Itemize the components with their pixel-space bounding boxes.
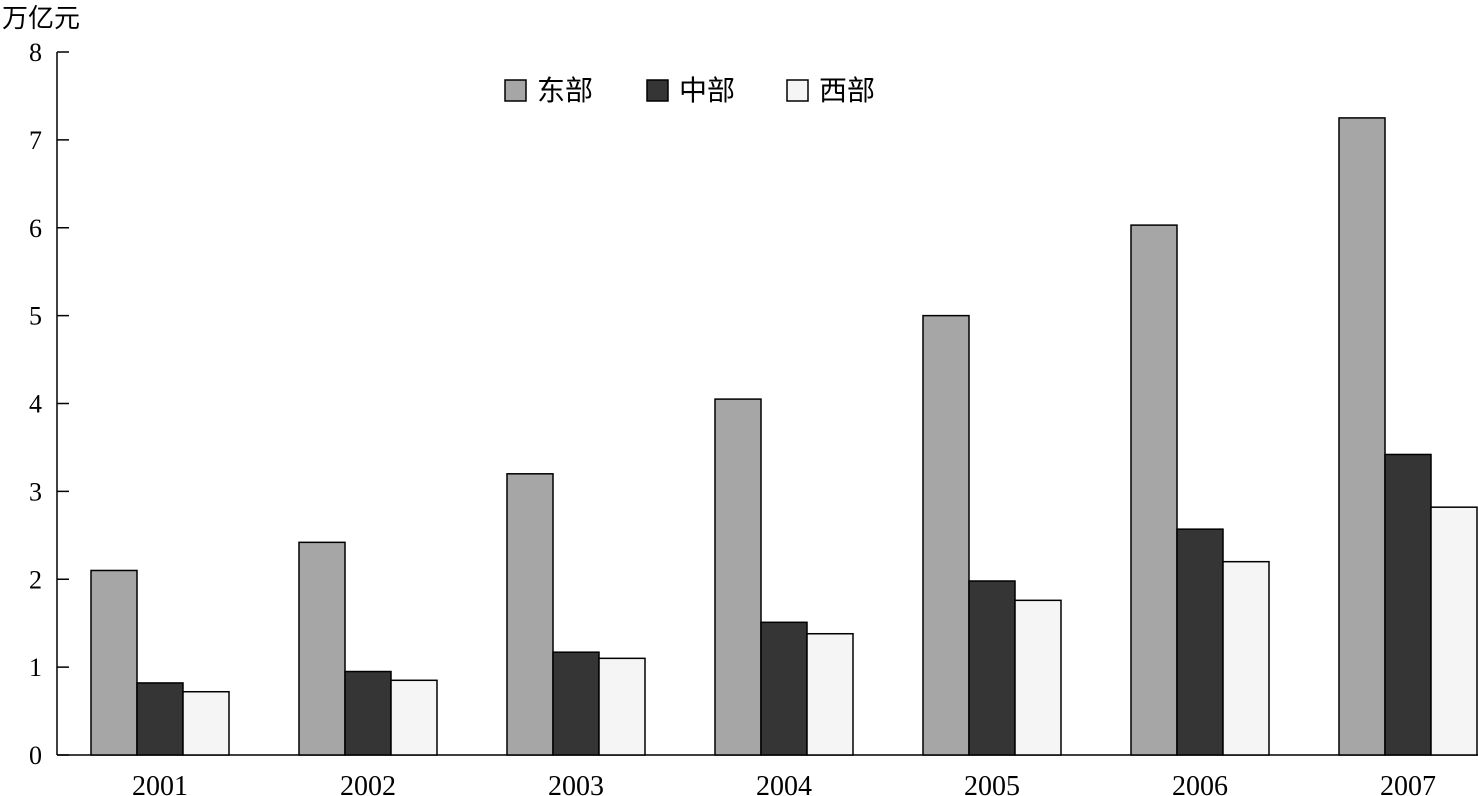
y-tick-label: 5 [29, 302, 42, 331]
bar-2003-s1 [552, 651, 600, 756]
bar-2006-s2 [1222, 560, 1270, 756]
legend: 东部 中部 西部 [504, 74, 875, 107]
y-tick-label: 7 [29, 126, 42, 155]
bar-2001-s1 [136, 682, 184, 756]
bar-2006-s0 [1130, 224, 1178, 756]
bar-2001-s0 [90, 569, 138, 756]
bar-2002-s1 [344, 670, 392, 756]
y-tick-label: 4 [29, 390, 42, 419]
x-tick-label: 2005 [964, 771, 1020, 796]
bars [90, 117, 1478, 756]
x-tick-labels: 2001 2002 2003 2004 2005 2006 2007 [132, 771, 1436, 796]
x-tick-label: 2002 [340, 771, 396, 796]
bar-2004-s1 [760, 621, 808, 756]
legend-swatch [786, 79, 809, 102]
x-tick-label: 2004 [756, 771, 812, 796]
bar-2006-s1 [1176, 528, 1224, 756]
bar-2005-s0 [922, 314, 970, 756]
bar-2007-s1 [1384, 453, 1432, 756]
y-tick-label: 0 [29, 741, 42, 770]
x-tick-label: 2007 [1380, 771, 1436, 796]
bar-2003-s0 [506, 473, 554, 756]
legend-swatch [646, 79, 669, 102]
bar-2004-s2 [806, 632, 854, 756]
x-tick-label: 2001 [132, 771, 188, 796]
x-tick-label: 2003 [548, 771, 604, 796]
bar-2003-s2 [598, 657, 646, 756]
bar-2005-s1 [968, 580, 1016, 756]
bar-2002-s0 [298, 541, 346, 756]
y-tick-label: 2 [29, 565, 42, 594]
bar-2007-s0 [1338, 117, 1386, 756]
legend-label: 西部 [819, 74, 875, 107]
bar-2001-s2 [182, 690, 230, 756]
y-tick-label: 6 [29, 214, 42, 243]
bar-2004-s0 [714, 398, 762, 756]
bar-2005-s2 [1014, 599, 1062, 756]
legend-swatch [504, 79, 527, 102]
y-tick-label: 8 [29, 38, 42, 67]
legend-label: 中部 [679, 74, 735, 107]
x-tick-label: 2006 [1172, 771, 1228, 796]
bar-2007-s2 [1430, 506, 1478, 756]
y-tick-label: 3 [29, 477, 42, 506]
y-tick-label: 1 [29, 653, 42, 682]
y-axis-unit-label: 万亿元 [2, 4, 80, 33]
bar-2002-s2 [390, 679, 438, 756]
legend-label: 东部 [537, 74, 593, 107]
